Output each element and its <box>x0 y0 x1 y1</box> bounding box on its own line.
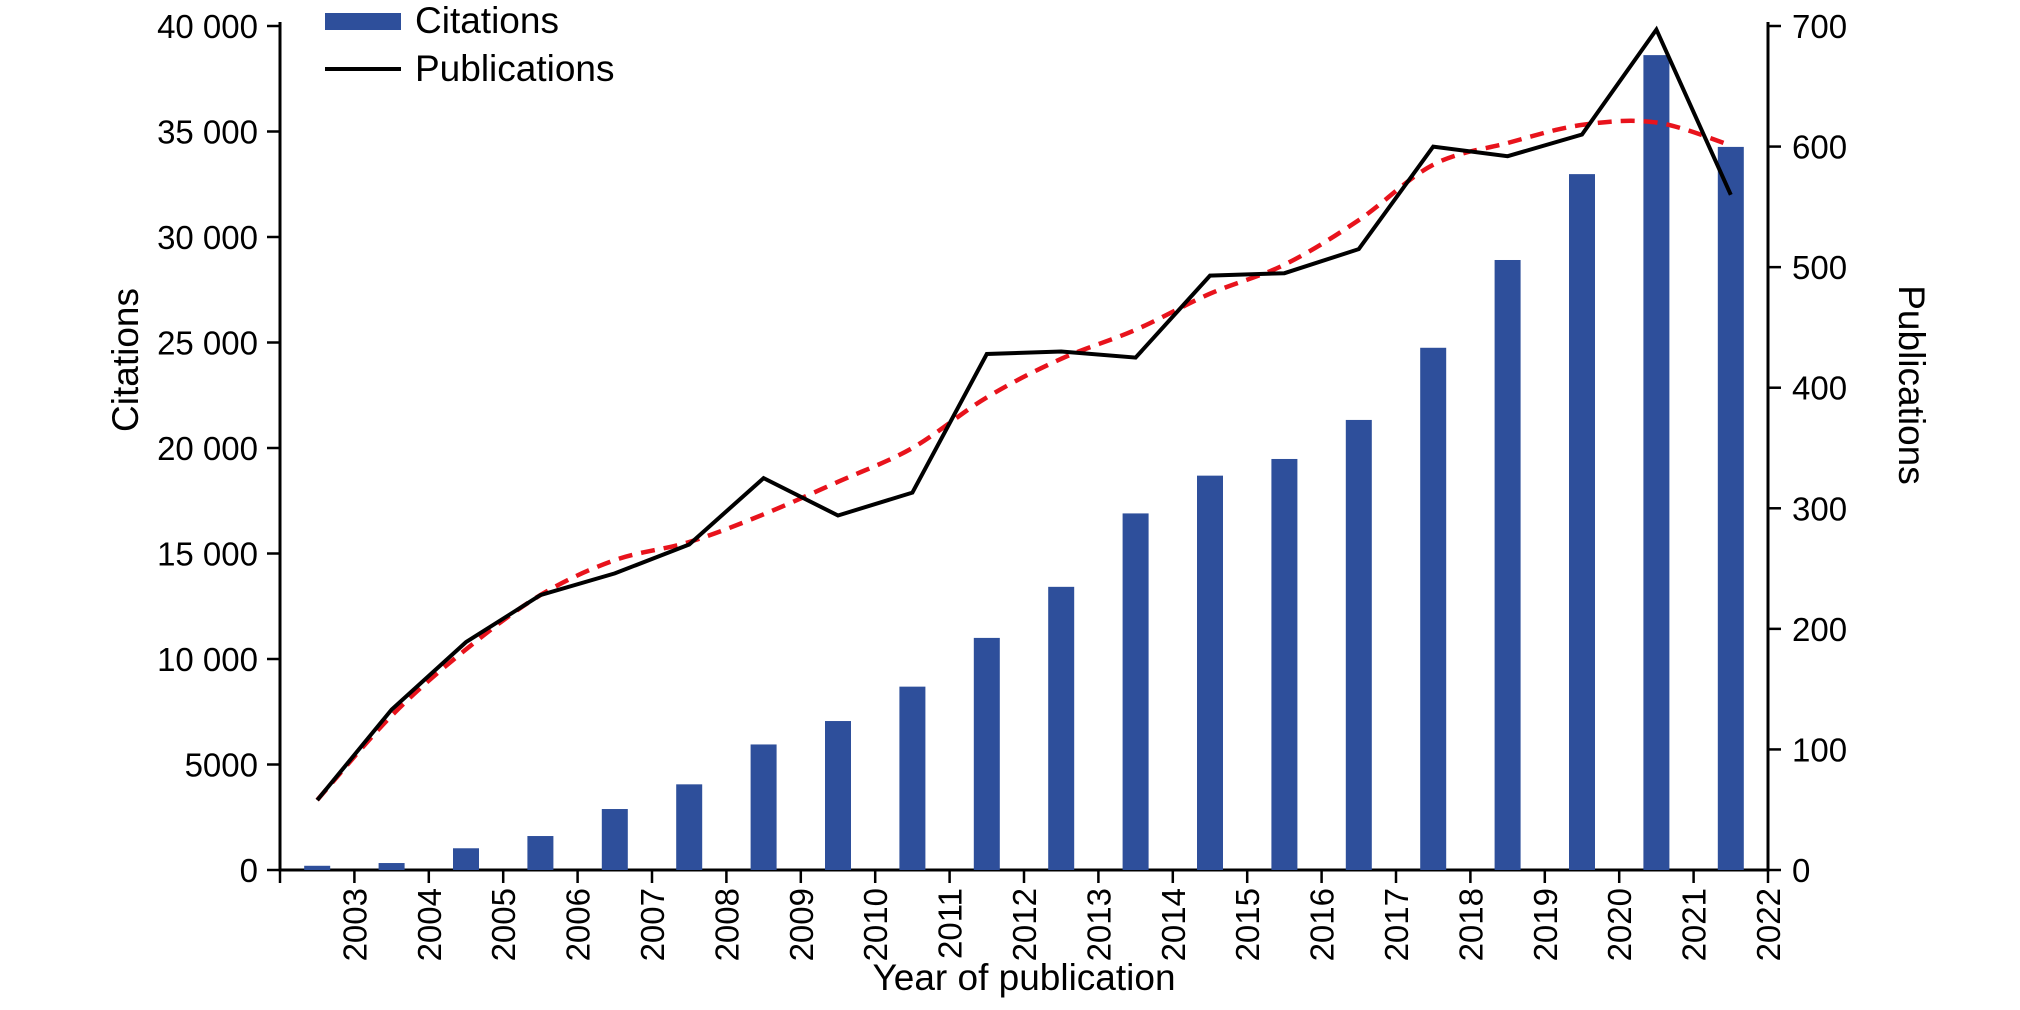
x-axis-title: Year of publication <box>872 957 1176 998</box>
x-axis-tick-label: 2006 <box>560 888 597 961</box>
x-axis-tick-label: 2020 <box>1601 888 1638 961</box>
citations-bar-2010 <box>825 721 851 870</box>
x-axis-tick-label: 2019 <box>1527 888 1564 961</box>
right-axis-tick-label: 300 <box>1792 490 1847 527</box>
left-axis-tick-label: 35 000 <box>157 114 258 151</box>
left-axis-tick-label: 5000 <box>185 747 258 784</box>
citations-bar-2022 <box>1717 146 1744 870</box>
citations-bar-2015 <box>1197 475 1223 870</box>
citations-bar-2013 <box>1048 586 1075 870</box>
left-axis-tick-label: 10 000 <box>157 641 258 678</box>
x-axis-tick-label: 2003 <box>336 888 373 961</box>
citations-bar-2012 <box>973 637 1000 870</box>
publications-line <box>315 25 1733 802</box>
x-axis-tick-label: 2005 <box>485 888 522 961</box>
right-axis-tick-label: 100 <box>1792 731 1847 768</box>
citations-bar-2007 <box>601 809 628 870</box>
citations-bar-2017 <box>1345 419 1372 870</box>
x-axis-tick-label: 2015 <box>1229 888 1266 961</box>
x-axis-tick-label: 2022 <box>1750 888 1787 961</box>
left-axis-tick-label: 30 000 <box>157 219 258 256</box>
citations-bar-2006 <box>527 836 554 870</box>
citations-bar-2020 <box>1569 174 1595 870</box>
x-axis-tick-label: 2018 <box>1452 888 1489 961</box>
citations-bar-2014 <box>1122 513 1149 870</box>
publications-line-swatch-icon <box>325 67 401 71</box>
legend-item-publications: Publications <box>325 48 615 89</box>
citations-bar-2021 <box>1643 55 1670 871</box>
legend-label-citations: Citations <box>415 0 559 41</box>
legend-label-publications: Publications <box>415 48 615 89</box>
right-axis-tick-label: 0 <box>1792 852 1810 889</box>
right-axis-tick-label: 200 <box>1792 611 1847 648</box>
right-axis-tick-label: 600 <box>1792 129 1847 166</box>
citations-bar-2004 <box>378 863 405 870</box>
legend-item-citations: Citations <box>325 0 615 41</box>
right-axis-title: Publications <box>1891 285 1932 485</box>
right-axis-tick-label: 500 <box>1792 249 1847 286</box>
citations-bar-2011 <box>899 686 926 870</box>
left-axis-title: Citations <box>105 288 146 432</box>
x-axis-tick-label: 2007 <box>634 888 671 961</box>
left-axis-tick-label: 0 <box>240 852 258 889</box>
citations-bar-2003 <box>304 865 331 870</box>
citations-bar-2016 <box>1271 458 1298 870</box>
citations-bar-2018 <box>1420 347 1447 870</box>
x-axis-tick-label: 2016 <box>1304 888 1341 961</box>
x-axis-tick-label: 2009 <box>783 888 820 961</box>
citations-bar-2005 <box>453 848 479 870</box>
x-axis-tick-label: 2011 <box>932 888 969 959</box>
x-axis-tick-label: 2004 <box>411 888 448 961</box>
citations-bar-2008 <box>676 784 703 870</box>
citations-bar-2009 <box>750 744 777 870</box>
right-axis-tick-label: 700 <box>1792 8 1847 45</box>
left-axis-tick-label: 40 000 <box>157 8 258 45</box>
left-axis-tick-label: 15 000 <box>157 536 258 573</box>
x-axis-tick-label: 2017 <box>1378 888 1415 961</box>
left-axis-tick-label: 20 000 <box>157 430 258 467</box>
legend: Citations Publications <box>325 0 615 89</box>
x-axis-tick-label: 2021 <box>1676 888 1713 961</box>
citations-bar-2019 <box>1494 259 1521 870</box>
x-axis-tick-label: 2012 <box>1006 888 1043 961</box>
x-axis-tick-label: 2008 <box>708 888 745 961</box>
x-axis-tick-label: 2014 <box>1155 888 1192 961</box>
left-axis-tick-label: 25 000 <box>157 325 258 362</box>
x-axis-tick-label: 2010 <box>857 888 894 961</box>
x-axis-tick-label: 2013 <box>1080 888 1117 961</box>
citations-bar-swatch-icon <box>325 12 401 30</box>
right-axis-tick-label: 400 <box>1792 370 1847 407</box>
